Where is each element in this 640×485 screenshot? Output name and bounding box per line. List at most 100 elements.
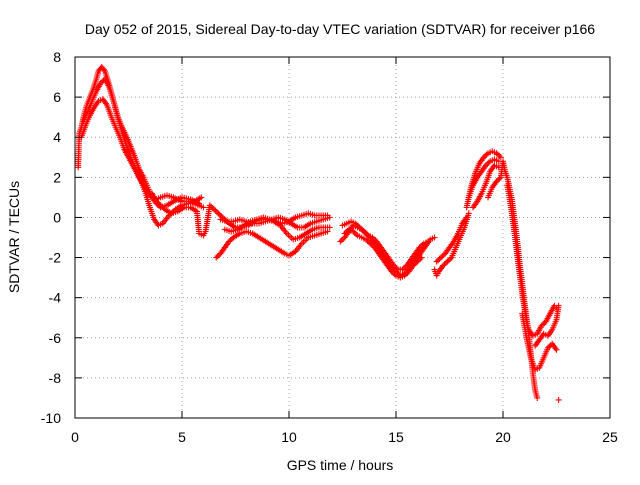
data-point [414, 258, 421, 265]
data-point [338, 237, 345, 244]
data-point [356, 224, 363, 231]
data-point [215, 210, 222, 217]
data-point [337, 238, 344, 245]
data-point [418, 254, 425, 261]
data-point [463, 214, 470, 221]
data-point [391, 271, 398, 278]
data-point [218, 213, 225, 220]
data-point [363, 236, 370, 243]
data-point [341, 230, 348, 237]
data-point [343, 229, 350, 236]
data-point [355, 223, 362, 230]
data-point [228, 235, 235, 242]
y-tick-label: -10 [41, 410, 61, 426]
data-point [539, 321, 546, 328]
data-point [555, 396, 562, 403]
data-point [362, 229, 369, 236]
y-tick-label: -2 [49, 250, 62, 266]
data-point [410, 262, 417, 269]
data-point [388, 268, 395, 275]
data-point [444, 258, 451, 265]
data-point [365, 239, 372, 246]
data-point [425, 238, 432, 245]
data-point [359, 227, 366, 234]
data-point [538, 322, 545, 329]
data-point [153, 198, 160, 205]
y-tick-label: -4 [49, 290, 62, 306]
data-point [226, 238, 233, 245]
data-point [353, 221, 360, 228]
y-tick-label: 6 [53, 89, 61, 105]
data-point [417, 243, 424, 250]
y-tick-label: -6 [49, 330, 62, 346]
data-point [351, 229, 358, 236]
data-point [154, 199, 161, 206]
data-point [353, 231, 360, 238]
data-point [433, 258, 440, 265]
x-tick-label: 0 [71, 429, 79, 445]
data-point [416, 244, 423, 251]
data-point [496, 152, 503, 159]
data-point [497, 154, 504, 161]
data-point [484, 160, 491, 167]
data-point [439, 253, 446, 260]
data-point [350, 228, 357, 235]
data-point [352, 220, 359, 227]
data-point [324, 212, 331, 219]
data-point [370, 235, 377, 242]
data-point [553, 346, 560, 353]
data-point [495, 151, 502, 158]
data-point [214, 253, 221, 260]
data-point [412, 259, 419, 266]
data-point [390, 269, 397, 276]
data-point [213, 254, 220, 261]
data-point [213, 209, 220, 216]
data-point [431, 234, 438, 241]
data-point [363, 231, 370, 238]
x-tick-label: 20 [495, 429, 511, 445]
data-point [360, 228, 367, 235]
data-point [368, 241, 375, 248]
data-point [208, 203, 215, 210]
y-tick-label: 4 [53, 129, 61, 145]
y-tick-label: 0 [53, 209, 61, 225]
data-point [367, 240, 374, 247]
data-point [364, 237, 371, 244]
data-point [326, 224, 333, 231]
data-point [419, 241, 426, 248]
data-point [544, 344, 551, 351]
data-point [534, 394, 541, 401]
data-point [485, 159, 492, 166]
data-point [216, 211, 223, 218]
data-point [390, 262, 397, 269]
grid-layer [75, 57, 610, 418]
data-point [392, 263, 399, 270]
data-point [436, 255, 443, 262]
data-point [401, 272, 408, 279]
data-point [493, 178, 500, 185]
y-axis-label: SDTVAR / TECUs [6, 181, 22, 293]
data-point [358, 225, 365, 232]
data-point [200, 204, 207, 211]
data-point [480, 154, 487, 161]
data-point [211, 206, 218, 213]
data-point [437, 254, 444, 261]
data-point [399, 266, 406, 273]
points-layer [75, 64, 562, 403]
data-point [198, 194, 205, 201]
data-point [445, 257, 452, 264]
y-tick-label: -8 [49, 370, 62, 386]
data-point [465, 210, 472, 217]
x-tick-label: 25 [602, 429, 618, 445]
data-point [417, 255, 424, 262]
data-point [100, 66, 107, 73]
data-point [227, 237, 234, 244]
data-point [435, 257, 442, 264]
data-point [402, 271, 409, 278]
data-point [156, 201, 163, 208]
data-point [495, 177, 502, 184]
data-point [411, 261, 418, 268]
y-tick-label: 2 [53, 169, 61, 185]
